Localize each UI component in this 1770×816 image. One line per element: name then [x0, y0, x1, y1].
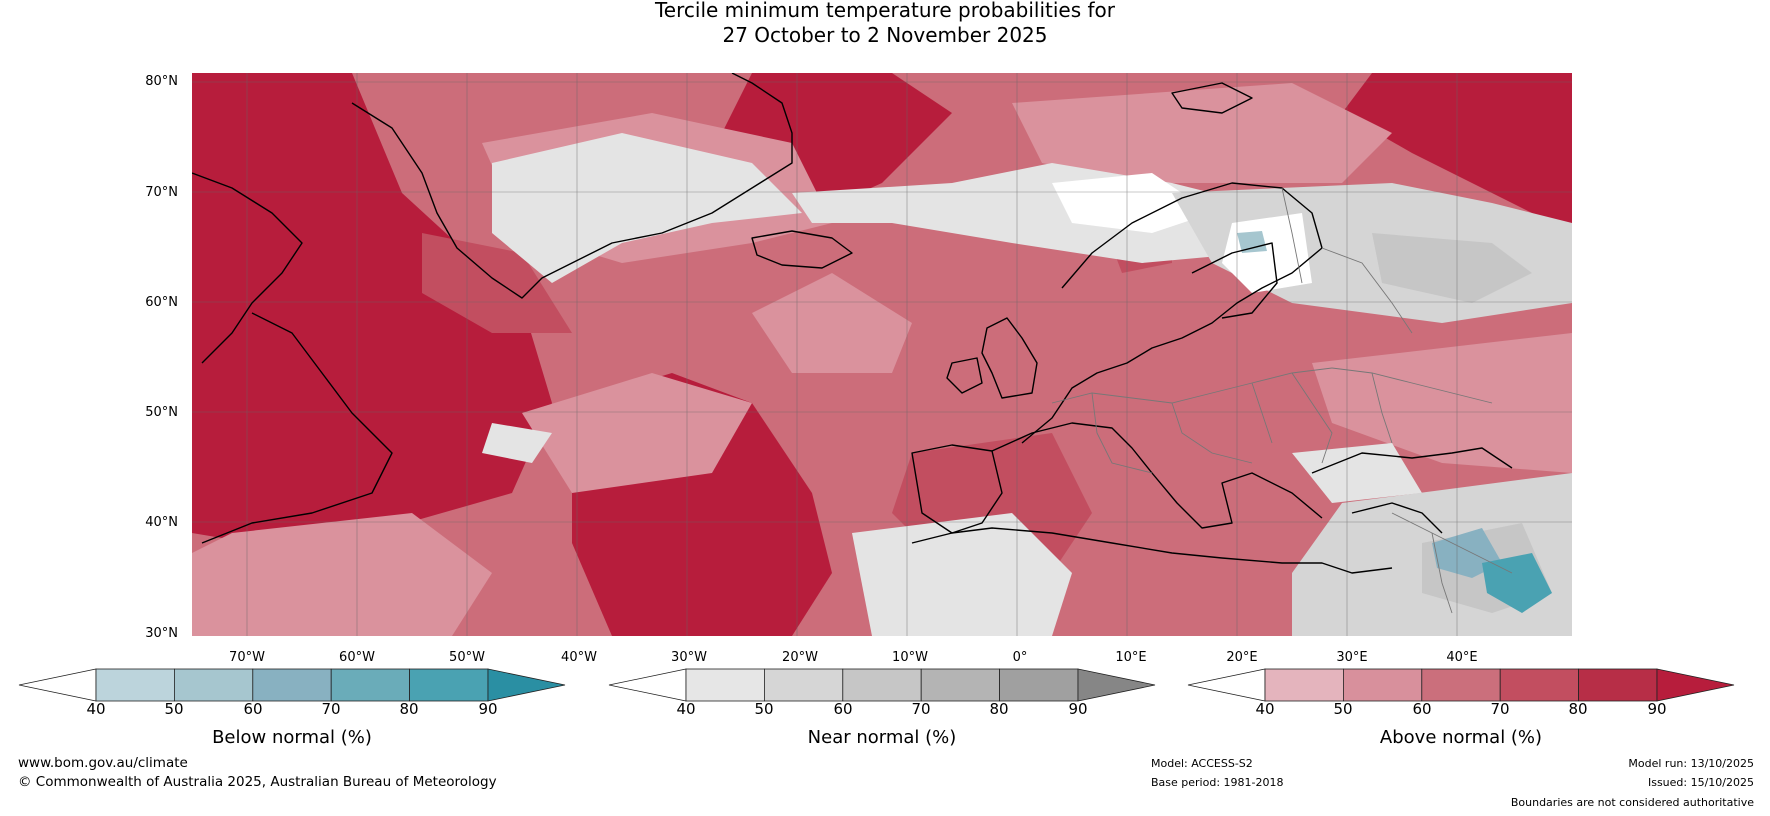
lat-tick-30: 30°N [145, 626, 178, 641]
footer-website: www.bom.gov.au/climate [18, 755, 188, 771]
footer-copyright: © Commonwealth of Australia 2025, Austra… [18, 774, 497, 790]
lon-tick-20e: 20°E [1226, 650, 1258, 665]
colorbar-segment [842, 668, 922, 702]
map-svg [192, 73, 1572, 636]
lon-tick-60w: 60°W [339, 650, 375, 665]
baffin-coast [192, 172, 303, 364]
colorbar-extend-high [487, 668, 566, 702]
britain-coast [981, 317, 1038, 399]
lon-tick-30e: 30°E [1336, 650, 1368, 665]
colorbar-segment [1499, 668, 1580, 702]
black-sea-coast [1311, 447, 1513, 474]
graticule [192, 73, 1572, 636]
colorbar-segment [330, 668, 411, 702]
colorbar-near-svg [608, 668, 1156, 702]
lat-tick-60: 60°N [145, 295, 178, 310]
colorbar-segment [173, 668, 254, 702]
lat-tick-70: 70°N [145, 185, 178, 200]
colorbar-above-label: Above normal (%) [1379, 727, 1543, 748]
cbar-below-tick: 80 [399, 700, 419, 718]
title-line-1: Tercile minimum temperature probabilitie… [654, 0, 1116, 22]
cbar-near-tick: 50 [754, 700, 774, 718]
coastlines [192, 73, 1513, 574]
cbar-near-tick: 90 [1068, 700, 1088, 718]
field-below-normal [1237, 231, 1552, 613]
cbar-above-tick: 90 [1647, 700, 1667, 718]
colorbar-segment [1421, 668, 1501, 702]
colorbar-segment [1342, 668, 1423, 702]
colorbar-segment [685, 668, 765, 702]
lon-tick-20w: 20°W [782, 650, 818, 665]
cbar-near-tick: 40 [676, 700, 696, 718]
colorbar-segment [95, 668, 175, 702]
cbar-near-tick: 60 [833, 700, 853, 718]
lat-tick-80: 80°N [145, 74, 178, 89]
cbar-above-tick: 80 [1568, 700, 1588, 718]
lon-tick-30w: 30°W [671, 650, 707, 665]
lon-tick-10w: 10°W [892, 650, 928, 665]
colorbar-extend-high [1077, 668, 1156, 702]
north-africa-coast [911, 527, 1393, 574]
footer-model-run: Model run: 13/10/2025 [1628, 757, 1754, 770]
labrador-coast [201, 312, 393, 544]
colorbar-extend-high [1656, 668, 1735, 702]
lon-tick-70w: 70°W [229, 650, 265, 665]
colorbar-segment [999, 668, 1079, 702]
colorbar-segment [763, 668, 844, 702]
colorbar-segment [1264, 668, 1344, 702]
colorbar-below-svg [18, 668, 566, 702]
med-north-coast [991, 422, 1323, 529]
greenland-coast [351, 73, 793, 299]
cbar-below-tick: 60 [243, 700, 263, 718]
lon-tick-10e: 10°E [1115, 650, 1147, 665]
cbar-above-tick: 60 [1412, 700, 1432, 718]
colorbar-segment [252, 668, 332, 702]
lon-tick-50w: 50°W [449, 650, 485, 665]
colorbar-near-label: Near normal (%) [807, 727, 957, 748]
cbar-below-tick: 90 [478, 700, 498, 718]
colorbar-segment [920, 668, 1001, 702]
lon-tick-40w: 40°W [561, 650, 597, 665]
cbar-near-tick: 80 [989, 700, 1009, 718]
cbar-below-tick: 50 [164, 700, 184, 718]
cbar-below-tick: 40 [86, 700, 106, 718]
colorbar-segment [409, 668, 489, 702]
colorbar-below-label: Below normal (%) [212, 727, 372, 748]
chart-title: Tercile minimum temperature probabilitie… [0, 0, 1770, 48]
colorbar-extend-low [18, 668, 97, 702]
iberia-coast [911, 444, 1003, 534]
probability-map [192, 73, 1572, 636]
colorbar-segment [1578, 668, 1658, 702]
footer-base-period: Base period: 1981-2018 [1151, 776, 1284, 789]
lon-tick-0: 0° [1012, 650, 1028, 665]
borders [1051, 187, 1513, 614]
svalbard-coast [1171, 82, 1253, 114]
cbar-below-tick: 70 [321, 700, 341, 718]
colorbar-extend-low [1187, 668, 1266, 702]
footer-model: Model: ACCESS-S2 [1151, 757, 1253, 770]
baltic-coast [1191, 242, 1278, 319]
title-line-2: 27 October to 2 November 2025 [722, 23, 1048, 47]
iceland-coast [751, 230, 853, 269]
cbar-near-tick: 70 [911, 700, 931, 718]
colorbar-above-svg [1187, 668, 1735, 702]
scandinavia-coast [1021, 182, 1323, 444]
cbar-above-tick: 40 [1255, 700, 1275, 718]
footer-issued: Issued: 15/10/2025 [1647, 776, 1754, 789]
cbar-above-tick: 50 [1333, 700, 1353, 718]
lon-tick-40e: 40°E [1446, 650, 1478, 665]
cbar-above-tick: 70 [1490, 700, 1510, 718]
lat-tick-40: 40°N [145, 515, 178, 530]
ireland-coast [946, 357, 983, 394]
anatolia-coast [1351, 502, 1443, 534]
footer-disclaimer: Boundaries are not considered authoritat… [1510, 796, 1754, 809]
colorbar-extend-low [608, 668, 687, 702]
lat-tick-50: 50°N [145, 405, 178, 420]
